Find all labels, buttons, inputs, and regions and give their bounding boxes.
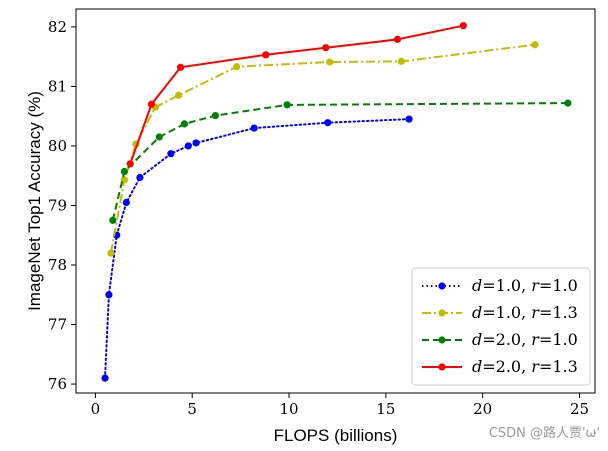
data-point (175, 91, 183, 99)
data-point (155, 133, 163, 141)
data-point (107, 249, 115, 257)
data-point (126, 160, 134, 168)
series-layer (101, 22, 572, 382)
data-point (405, 115, 413, 123)
data-point (459, 22, 467, 30)
legend-swatch-marker (438, 282, 446, 290)
y-tick-label: 76 (48, 375, 67, 393)
data-point (180, 120, 189, 128)
legend-item: d=1.0, r=1.3 (422, 303, 578, 322)
data-point (233, 63, 241, 71)
watermark: CSDN @路人贾'ω' (489, 425, 600, 441)
y-tick-label: 77 (48, 316, 67, 334)
legend-swatch-marker (438, 336, 446, 344)
legend-swatch-marker (438, 309, 446, 317)
legend-item: d=2.0, r=1.3 (422, 357, 578, 376)
y-tick-label: 82 (48, 18, 67, 36)
legend-label: d=1.0, r=1.0 (472, 276, 578, 295)
axis-ticks: 0 5 10 15 20 25 76 77 78 79 80 81 82 (48, 18, 589, 418)
data-point (397, 57, 405, 65)
legend-box (411, 267, 591, 386)
legend-item: d=1.0, r=1.0 (422, 276, 578, 295)
data-point (326, 58, 334, 66)
data-point (250, 124, 258, 132)
legend-label: d=2.0, r=1.0 (472, 330, 578, 349)
y-tick-label: 80 (48, 137, 67, 155)
legend-label: d=1.0, r=1.3 (472, 303, 578, 322)
x-axis-label: FLOPS (billions) (274, 426, 398, 445)
data-point (322, 44, 330, 52)
series-line (111, 102, 568, 221)
data-point (167, 150, 175, 158)
y-axis-label: ImageNet Top1 Accuracy (%) (25, 91, 44, 311)
legend-label: d=2.0, r=1.3 (472, 357, 578, 376)
x-tick-label: 15 (376, 400, 395, 418)
y-tick-label: 79 (48, 196, 67, 214)
data-point (531, 41, 539, 49)
data-point (192, 139, 200, 147)
legend-swatch-marker (438, 363, 446, 371)
data-point (105, 291, 113, 299)
data-point (393, 35, 402, 43)
data-point (564, 99, 572, 107)
data-point (283, 101, 291, 109)
y-tick-label: 78 (48, 256, 67, 274)
x-tick-label: 5 (187, 400, 197, 418)
data-point (211, 111, 220, 120)
data-point (176, 63, 185, 71)
legend: d=1.0, r=1.0 d=1.0, r=1.3 d=2.0, r=1.0 d=2.… (411, 267, 591, 386)
data-point (262, 51, 270, 59)
series-4 (126, 22, 467, 168)
series-2 (107, 41, 539, 257)
series-line (104, 118, 411, 380)
data-point (101, 374, 109, 382)
data-point (136, 173, 144, 182)
x-tick-label: 10 (279, 400, 298, 418)
series-3 (109, 99, 572, 224)
data-point (120, 167, 129, 176)
data-point (109, 216, 117, 224)
x-tick-label: 0 (91, 400, 101, 418)
plot-frame (75, 8, 596, 394)
legend-item: d=2.0, r=1.0 (422, 330, 578, 349)
series-1 (101, 115, 413, 382)
y-tick-label: 81 (48, 77, 67, 95)
data-point (122, 198, 130, 207)
data-point (324, 119, 332, 127)
data-point (184, 142, 192, 150)
data-point (147, 100, 156, 108)
x-tick-label: 20 (473, 400, 492, 418)
x-tick-label: 25 (570, 400, 589, 418)
